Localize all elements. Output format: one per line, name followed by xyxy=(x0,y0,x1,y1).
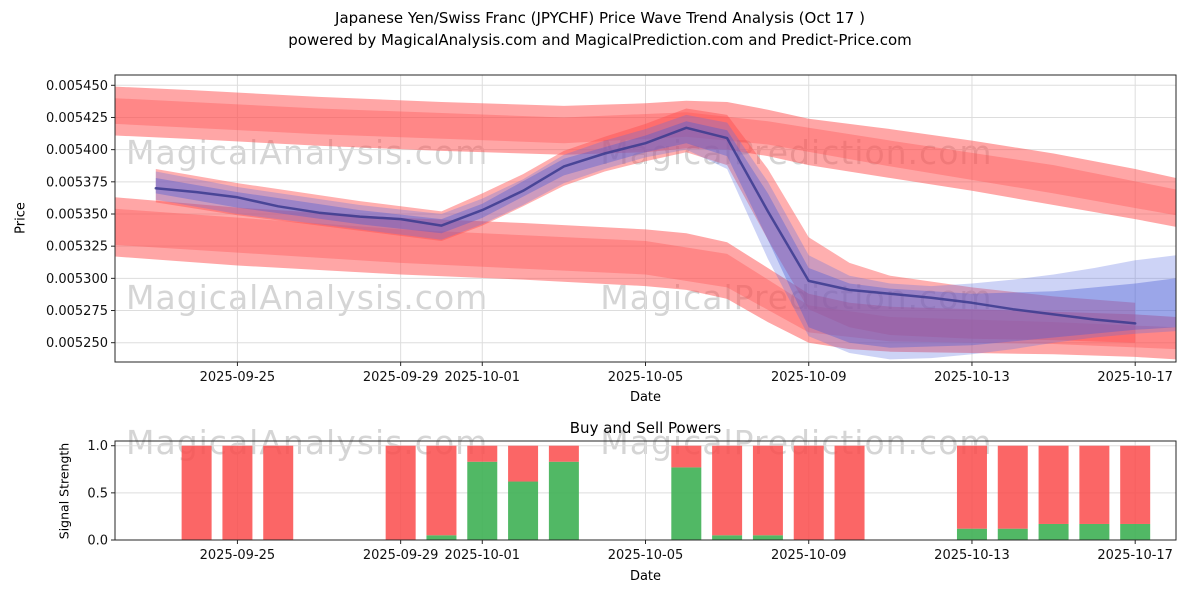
price-trend-chart: 0.005250 0.005275 0.005300 0.005325 0.005350… xyxy=(46,74,1177,385)
price-ytick-label: 0.005275 xyxy=(46,304,108,319)
sell-power-bar-2025-10-17 xyxy=(1120,445,1151,524)
price-xtick-label: 2025-10-17 xyxy=(1097,370,1173,385)
price-xtick-label: 2025-09-29 xyxy=(363,370,439,385)
sell-power-bar-2025-09-26 xyxy=(263,445,294,540)
power-xtick-label: 2025-10-13 xyxy=(934,548,1010,563)
sell-power-bar-2025-09-29 xyxy=(385,445,416,540)
buy-power-bar-2025-09-30 xyxy=(426,535,457,540)
buy-power-bar-2025-10-02 xyxy=(508,481,539,540)
price-xtick-label: 2025-10-01 xyxy=(444,370,520,385)
sell-power-bar-2025-10-08 xyxy=(752,445,783,536)
power-yaxis-label: Signal Strength xyxy=(56,442,72,540)
sell-power-bar-2025-10-15 xyxy=(1038,445,1069,524)
sell-power-bar-2025-10-14 xyxy=(997,445,1028,529)
sell-power-bar-2025-10-01 xyxy=(467,445,498,462)
sell-power-bar-2025-09-24 xyxy=(181,445,212,540)
buy-power-bar-2025-10-07 xyxy=(712,535,743,540)
power-xtick-label: 2025-09-25 xyxy=(200,548,276,563)
power-xtick-label: 2025-09-29 xyxy=(363,548,439,563)
buy-sell-power-chart: 0.0 0.5 1.0 2025-09-25 2025-09-29 2025-10-01 2… xyxy=(87,439,1177,563)
sell-power-bar-2025-10-06 xyxy=(671,445,702,468)
forecast-blue-band-wide xyxy=(155,114,1177,360)
figure-title: Japanese Yen/Swiss Franc (JPYCHF) Price … xyxy=(335,9,865,27)
price-xaxis-label: Date xyxy=(629,390,662,405)
upper-red-band-outer xyxy=(115,86,1176,227)
sell-power-bar-2025-10-03 xyxy=(548,445,579,462)
power-xtick-label: 2025-10-09 xyxy=(771,548,847,563)
sell-power-bar-2025-10-09 xyxy=(793,445,824,540)
price-xtick-label: 2025-10-05 xyxy=(608,370,684,385)
power-xtick-label: 2025-10-17 xyxy=(1097,548,1173,563)
buy-power-bar-2025-10-13 xyxy=(956,528,987,540)
buy-power-bar-2025-10-01 xyxy=(467,461,498,540)
price-xtick-label: 2025-10-13 xyxy=(934,370,1010,385)
sell-power-bar-2025-10-13 xyxy=(956,445,987,529)
sell-power-bar-2025-10-02 xyxy=(508,445,539,482)
price-xtick-label: 2025-09-25 xyxy=(200,370,276,385)
buy-power-bar-2025-10-03 xyxy=(548,461,579,540)
power-ytick-label: 0.5 xyxy=(87,486,108,501)
figure-subtitle: powered by MagicalAnalysis.com and Magic… xyxy=(288,31,912,49)
price-ytick-label: 0.005325 xyxy=(46,240,108,255)
price-ytick-label: 0.005350 xyxy=(46,207,108,222)
sell-power-bar-2025-10-16 xyxy=(1079,445,1110,524)
buy-power-bar-2025-10-14 xyxy=(997,528,1028,540)
price-xtick-label: 2025-10-09 xyxy=(771,370,847,385)
power-xtick-label: 2025-10-05 xyxy=(608,548,684,563)
buy-power-bar-2025-10-08 xyxy=(752,535,783,540)
price-ytick-label: 0.005400 xyxy=(46,143,108,158)
lower-red-band-inner xyxy=(115,208,1176,350)
forecast-blue-band-inner xyxy=(155,121,1177,348)
buy-power-bar-2025-10-06 xyxy=(671,467,702,540)
price-ytick-label: 0.005425 xyxy=(46,111,108,126)
price-yaxis-label: Price xyxy=(13,202,29,234)
sell-power-bar-2025-09-30 xyxy=(426,445,457,536)
price-ytick-label: 0.005450 xyxy=(46,79,108,94)
price-ytick-label: 0.005375 xyxy=(46,175,108,190)
median-forecast-line xyxy=(154,126,1137,325)
buy-power-bar-2025-10-17 xyxy=(1120,523,1151,540)
upper-red-band-inner xyxy=(115,98,1176,216)
price-ytick-label: 0.005250 xyxy=(46,336,108,351)
buy-power-bar-2025-10-15 xyxy=(1038,523,1069,540)
sell-power-bar-2025-09-25 xyxy=(222,445,253,540)
power-chart-title: Buy and Sell Powers xyxy=(569,419,722,437)
lower-red-band-outer xyxy=(115,197,1176,360)
price-ytick-label: 0.005300 xyxy=(46,272,108,287)
power-xtick-label: 2025-10-01 xyxy=(444,548,520,563)
sell-power-bar-2025-10-10 xyxy=(834,445,865,540)
power-ytick-label: 0.0 xyxy=(87,534,108,549)
buy-power-bar-2025-10-16 xyxy=(1079,523,1110,540)
forecast-red-fan xyxy=(155,108,1136,343)
sell-power-bar-2025-10-07 xyxy=(712,445,743,536)
power-ytick-label: 1.0 xyxy=(87,439,108,454)
power-xaxis-label: Date xyxy=(629,569,662,584)
